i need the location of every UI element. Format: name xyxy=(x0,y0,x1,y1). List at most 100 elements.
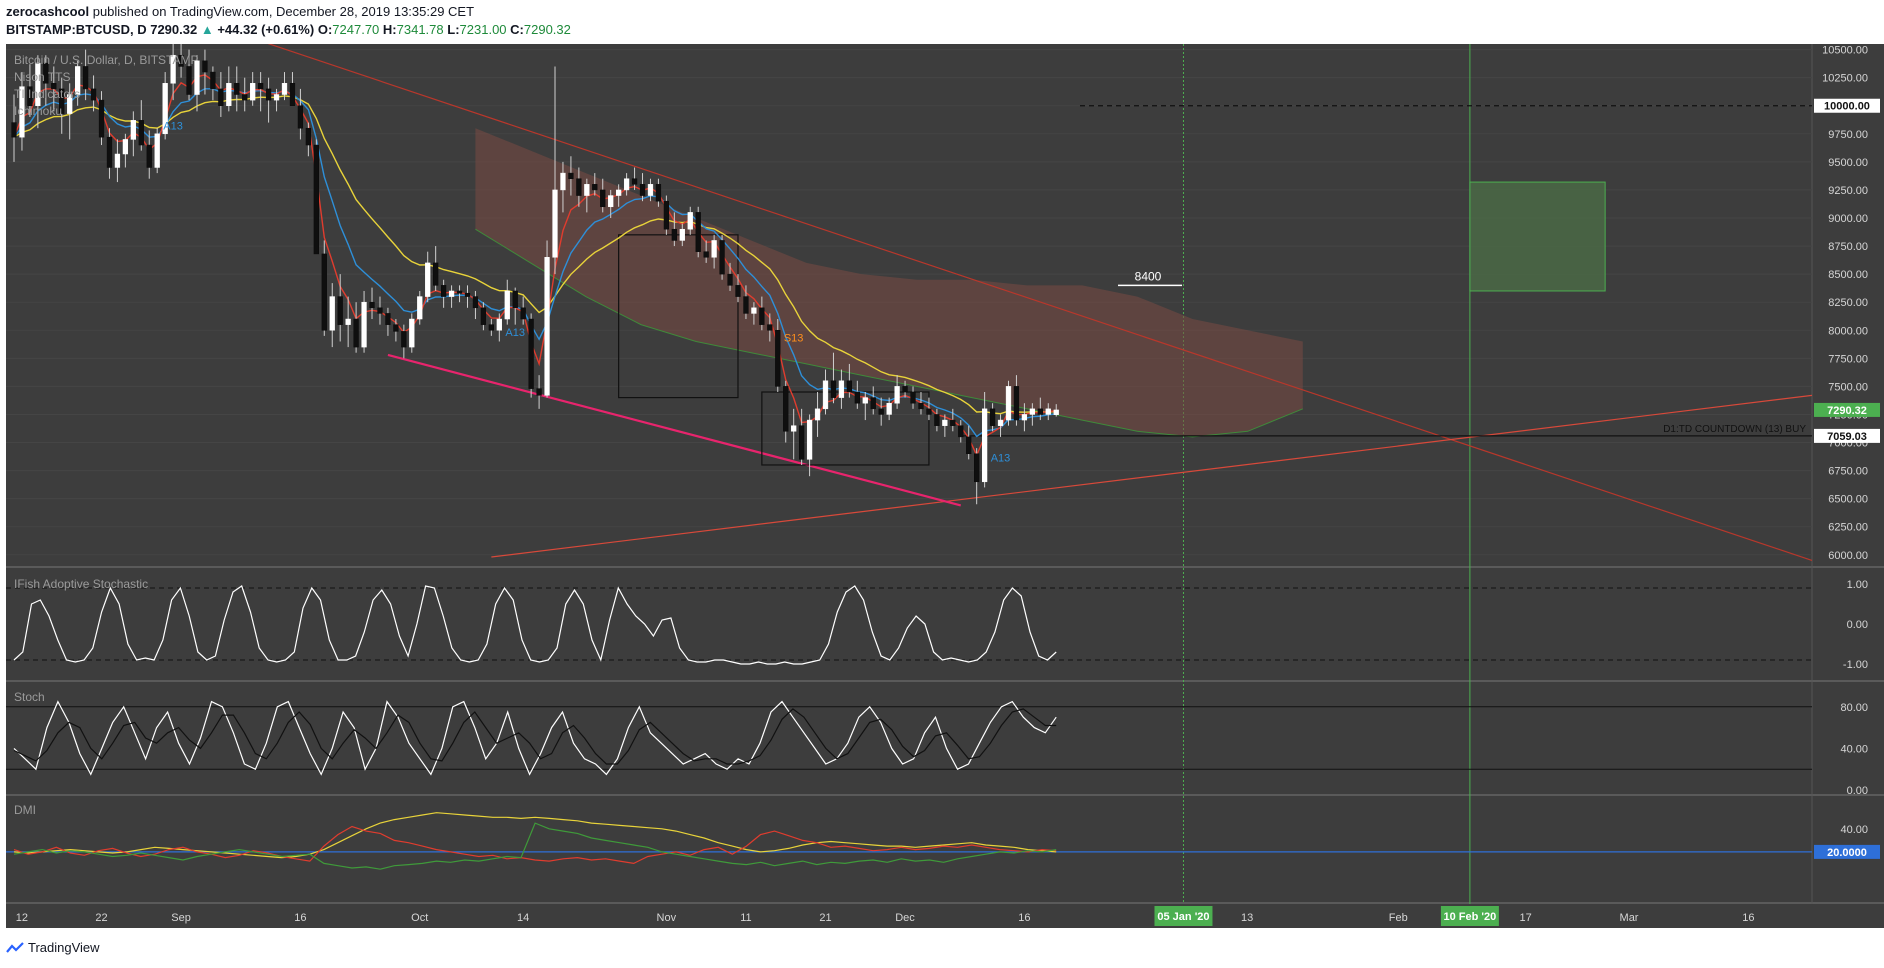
candle[interactable] xyxy=(608,195,614,208)
candle[interactable] xyxy=(162,83,168,135)
candle[interactable] xyxy=(337,296,343,325)
candle[interactable] xyxy=(504,290,510,320)
candle[interactable] xyxy=(1013,386,1020,421)
candle[interactable] xyxy=(974,453,980,483)
candle[interactable] xyxy=(894,386,900,404)
candle[interactable] xyxy=(345,318,351,325)
candle[interactable] xyxy=(711,240,717,258)
candle[interactable] xyxy=(114,153,121,168)
candle[interactable] xyxy=(170,54,176,84)
candle[interactable] xyxy=(950,419,956,426)
candle[interactable] xyxy=(631,178,638,185)
candle[interactable] xyxy=(178,54,184,67)
candle[interactable] xyxy=(27,86,33,106)
chart-area[interactable]: D1:TD COUNTDOWN (13) BUY 8400 A13 A13 S13 A1… xyxy=(0,44,1884,932)
candle[interactable] xyxy=(448,290,455,297)
candle[interactable] xyxy=(265,88,272,101)
candle[interactable] xyxy=(51,83,57,90)
candle[interactable] xyxy=(910,391,916,404)
candle[interactable] xyxy=(759,307,765,325)
candle[interactable] xyxy=(377,307,383,314)
candle[interactable] xyxy=(966,436,972,454)
candle[interactable] xyxy=(257,83,264,90)
candle[interactable] xyxy=(369,301,375,309)
candle[interactable] xyxy=(480,307,487,325)
candle[interactable] xyxy=(544,257,550,396)
candle[interactable] xyxy=(425,262,431,297)
candle[interactable] xyxy=(393,324,399,332)
candle[interactable] xyxy=(19,86,25,138)
candle[interactable] xyxy=(242,94,248,101)
candle[interactable] xyxy=(981,408,988,483)
candle[interactable] xyxy=(719,240,725,275)
candle[interactable] xyxy=(926,408,932,415)
candle[interactable] xyxy=(106,136,113,168)
candle[interactable] xyxy=(11,122,17,138)
candle[interactable] xyxy=(576,178,582,196)
candle[interactable] xyxy=(1053,409,1059,415)
candle[interactable] xyxy=(385,313,391,325)
candle[interactable] xyxy=(440,285,447,297)
candle[interactable] xyxy=(751,307,757,314)
candle[interactable] xyxy=(623,178,630,191)
candle[interactable] xyxy=(186,66,192,95)
candle[interactable] xyxy=(43,62,49,84)
candle[interactable] xyxy=(496,318,502,331)
candle[interactable] xyxy=(584,184,590,196)
candle[interactable] xyxy=(520,307,526,320)
candle[interactable] xyxy=(958,425,964,438)
candle[interactable] xyxy=(616,189,622,196)
candle[interactable] xyxy=(934,414,940,426)
candle[interactable] xyxy=(313,144,319,255)
candle[interactable] xyxy=(830,380,837,398)
candle[interactable] xyxy=(122,139,129,155)
candle[interactable] xyxy=(281,83,288,95)
candle[interactable] xyxy=(767,324,773,331)
candle[interactable] xyxy=(305,127,312,146)
candle[interactable] xyxy=(791,425,797,432)
candle[interactable] xyxy=(1021,414,1028,421)
candle[interactable] xyxy=(600,189,606,208)
candle[interactable] xyxy=(90,88,97,101)
candle[interactable] xyxy=(59,88,65,114)
candle[interactable] xyxy=(528,318,534,389)
candle[interactable] xyxy=(273,94,280,101)
candle[interactable] xyxy=(878,408,884,415)
candle[interactable] xyxy=(703,251,709,258)
candle[interactable] xyxy=(727,273,733,286)
candle[interactable] xyxy=(806,419,813,460)
candle[interactable] xyxy=(210,71,216,90)
candle[interactable] xyxy=(472,296,479,309)
candle[interactable] xyxy=(870,397,876,410)
candle[interactable] xyxy=(822,380,829,410)
candle[interactable] xyxy=(433,262,439,286)
candle[interactable] xyxy=(401,331,407,348)
candle[interactable] xyxy=(250,83,256,101)
candle[interactable] xyxy=(234,83,240,95)
candle[interactable] xyxy=(456,290,463,294)
candle[interactable] xyxy=(942,419,948,426)
candle[interactable] xyxy=(138,120,144,146)
candle[interactable] xyxy=(655,184,662,202)
candle[interactable] xyxy=(1045,408,1051,415)
candle[interactable] xyxy=(663,200,670,230)
candle[interactable] xyxy=(647,184,654,196)
symbol-name[interactable]: BITSTAMP:BTCUSD, D xyxy=(6,22,147,37)
candle[interactable] xyxy=(536,388,542,396)
candle[interactable] xyxy=(289,83,296,106)
candle[interactable] xyxy=(838,380,845,398)
candle[interactable] xyxy=(997,419,1004,426)
candle[interactable] xyxy=(353,318,359,348)
candle[interactable] xyxy=(130,120,136,140)
candle[interactable] xyxy=(902,386,908,393)
candle[interactable] xyxy=(1029,408,1035,415)
candle[interactable] xyxy=(488,324,494,331)
candle[interactable] xyxy=(75,66,81,95)
candle[interactable] xyxy=(639,184,646,196)
candle[interactable] xyxy=(799,425,805,460)
tradingview-logo[interactable]: TradingView xyxy=(6,940,100,955)
candle[interactable] xyxy=(671,228,677,241)
candle[interactable] xyxy=(1037,408,1043,415)
candle[interactable] xyxy=(687,212,693,230)
candle[interactable] xyxy=(194,60,200,95)
